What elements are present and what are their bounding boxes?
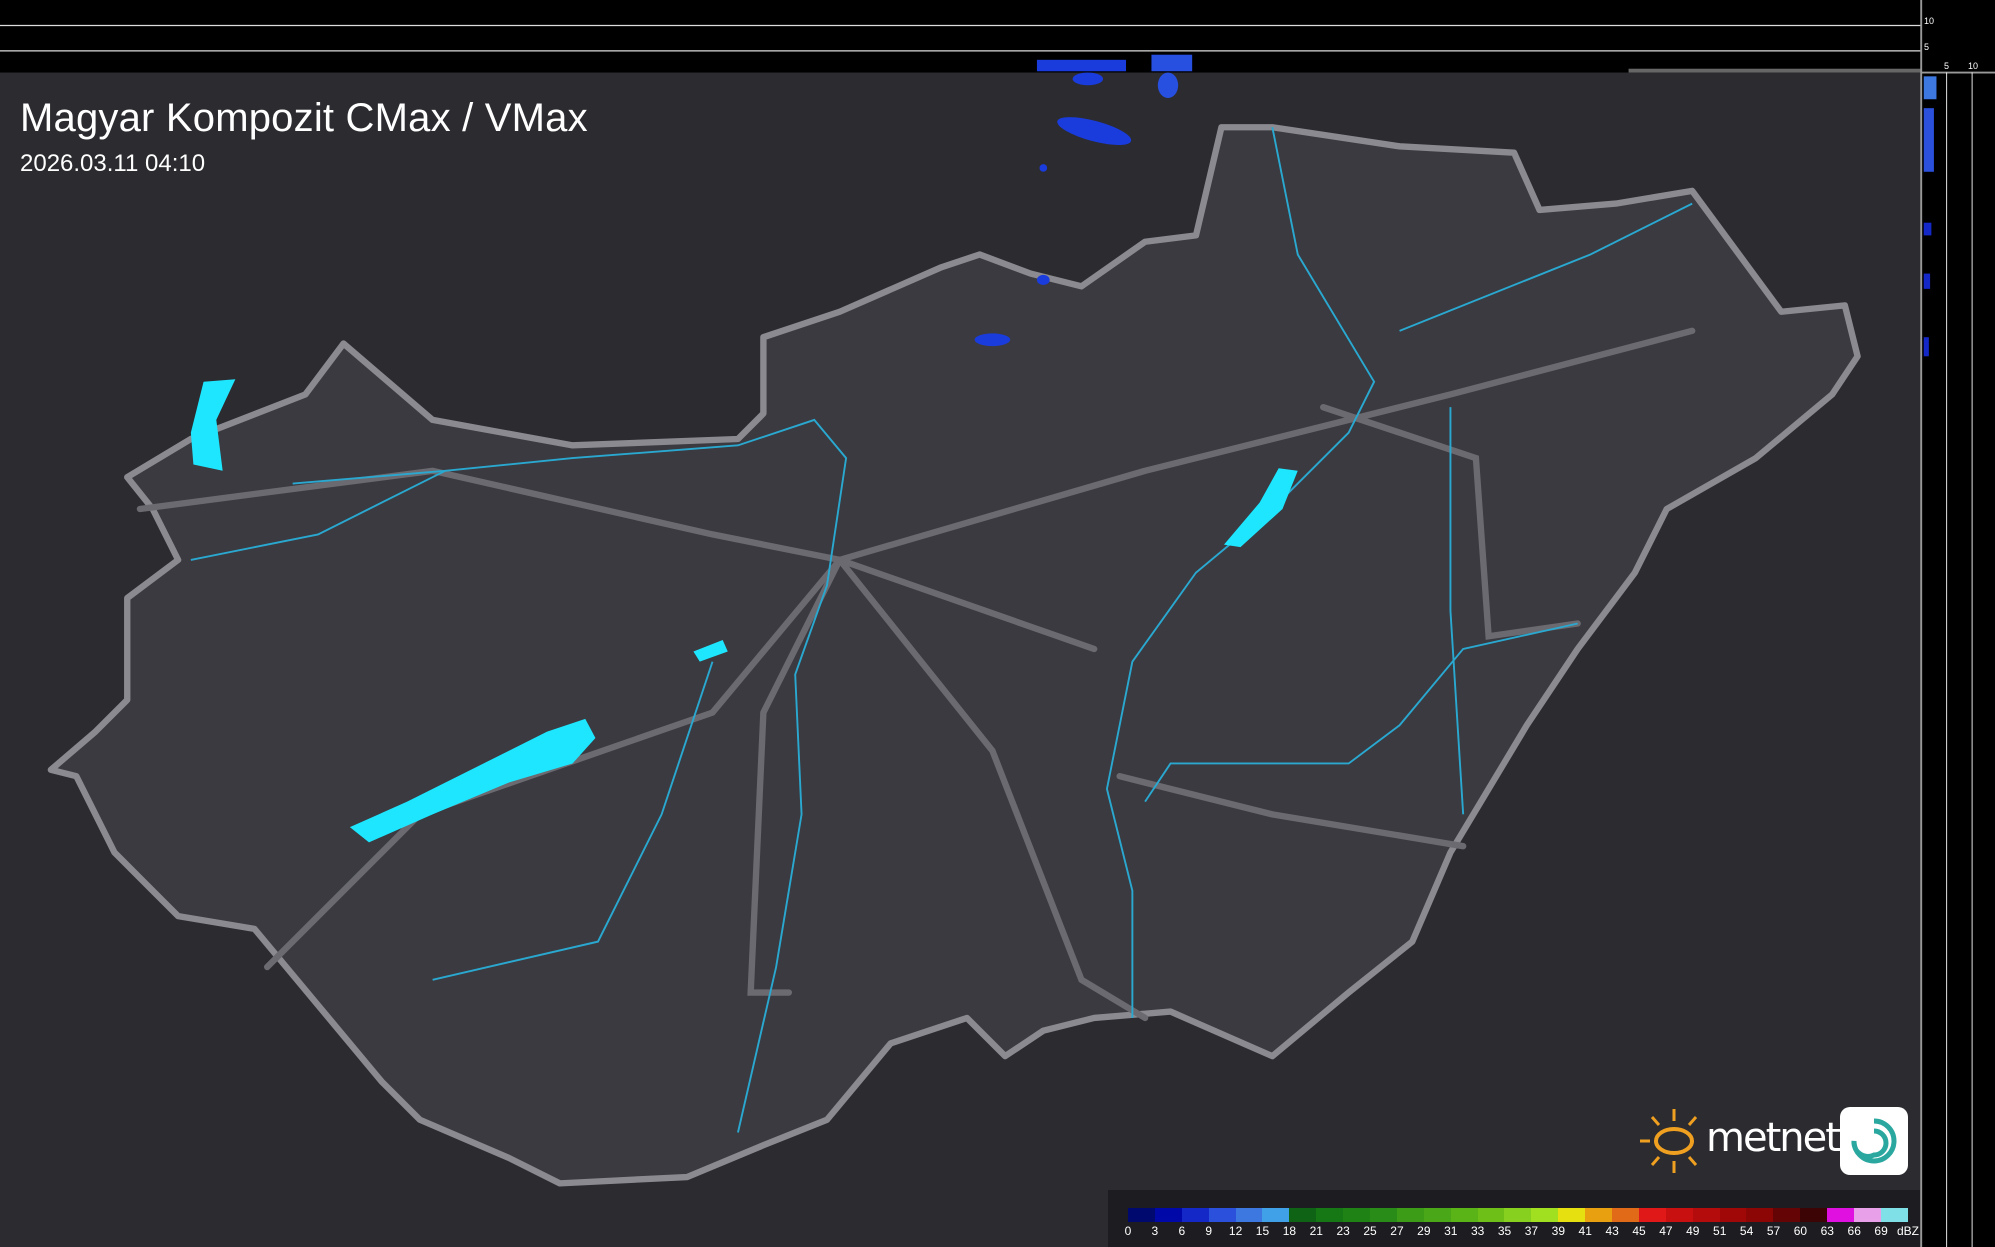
legend-swatch [1746,1208,1774,1222]
legend-swatch [1665,1208,1693,1222]
top-axis-tick: 10 [1924,16,1935,26]
right-profile-echo [1923,76,1937,100]
legend-swatch [1880,1208,1908,1222]
legend-tick-label: 41 [1578,1224,1592,1238]
legend-swatch [1827,1208,1855,1222]
legend-tick-label: 25 [1363,1224,1377,1238]
legend-swatch [1692,1208,1720,1222]
legend-tick-label: 23 [1336,1224,1350,1238]
legend-swatch [1800,1208,1828,1222]
legend-swatch [1773,1208,1801,1222]
legend-swatch [1370,1208,1397,1222]
legend-tick-label: 47 [1659,1224,1673,1238]
hungary-border [47,124,1861,1187]
map-timestamp: 2026.03.11 04:10 [20,150,206,177]
legend-swatch [1558,1208,1586,1222]
legend-tick-label: 15 [1255,1224,1270,1238]
legend-color-bar [1128,1208,1908,1222]
legend-swatch [1504,1208,1532,1222]
lake-tisza [1223,468,1298,548]
legend-tick-label: 43 [1605,1224,1619,1238]
lakes [190,379,1298,843]
legend-swatch [1316,1208,1344,1222]
legend-tick-label: 3 [1151,1224,1159,1238]
legend-swatch [1612,1208,1639,1222]
right-profile-echo [1923,222,1932,236]
logo-text: metnet [1706,1115,1841,1161]
right-profile-panel [1920,0,1995,1247]
legend-tick-label: 21 [1309,1224,1323,1238]
top-profile-echo [1151,54,1193,72]
lake-velence [693,640,728,662]
legend-tick-label: 45 [1632,1224,1646,1238]
legend-tick-label: 37 [1524,1224,1539,1238]
radar-echoes [974,72,1179,347]
legend-swatch [1477,1208,1505,1222]
legend-tick-label: 69 [1874,1224,1888,1238]
legend-tick-label: 39 [1551,1224,1566,1238]
legend-swatch [1396,1208,1424,1222]
legend-swatch [1854,1208,1881,1222]
legend-tick-label: 9 [1205,1224,1213,1238]
lake-neusiedl [190,379,236,471]
legend-swatch [1423,1208,1451,1222]
dbz-color-legend: 0 3 6 9 12 15 18 21 23 25 27 29 31 33 35 37 39 41 43 45 47 49… [1108,1190,1920,1247]
swirl-icon [1840,1107,1908,1175]
legend-tick-label: 49 [1686,1224,1700,1238]
legend-tick-label: 63 [1820,1224,1834,1238]
top-axis-tick: 5 [1924,42,1930,52]
legend-swatch [1343,1208,1371,1222]
legend-tick-label: 0 [1124,1224,1132,1238]
legend-tick-label: 31 [1444,1224,1458,1238]
right-profile-echo [1923,337,1929,357]
metnet-logo: metnet [1636,1105,1908,1177]
sun-icon [1640,1109,1698,1173]
right-axis-tick: 10 [1968,61,1979,71]
right-profile-echo [1923,273,1931,289]
legend-swatch [1262,1208,1290,1222]
lake-balaton [349,718,596,843]
top-profile-echo [1036,59,1127,72]
legend-tick-label: 51 [1713,1224,1727,1238]
legend-labels: 0 3 6 9 12 15 18 21 23 25 27 29 31 33 35 37 39 41 43 45 47 49… [1124,1224,1938,1240]
legend-swatch [1585,1208,1613,1222]
legend-swatch [1128,1208,1155,1222]
legend-unit: dBZ [1896,1224,1920,1238]
legend-tick-label: 12 [1228,1224,1243,1238]
legend-tick-label: 18 [1282,1224,1297,1238]
legend-tick-label: 57 [1766,1224,1781,1238]
legend-swatch [1719,1208,1747,1222]
legend-swatch [1208,1208,1236,1222]
top-profile-panel [0,24,1922,73]
legend-tick-label: 35 [1497,1224,1512,1238]
right-profile-echo [1923,108,1934,172]
legend-swatch [1181,1208,1209,1222]
legend-tick-label: 54 [1739,1224,1754,1238]
legend-tick-label: 29 [1417,1224,1431,1238]
rivers [190,127,1693,1133]
legend-tick-label: 27 [1390,1224,1404,1238]
legend-swatch [1235,1208,1263,1222]
map-title: Magyar Kompozit CMax / VMax [20,96,588,140]
legend-swatch [1638,1208,1666,1222]
legend-tick-label: 66 [1847,1224,1861,1238]
legend-swatch [1531,1208,1559,1222]
legend-tick-label: 33 [1470,1224,1485,1238]
legend-tick-label: 60 [1793,1224,1808,1238]
legend-swatch [1450,1208,1478,1222]
right-axis-tick: 5 [1944,61,1950,71]
legend-swatch [1289,1208,1317,1222]
legend-tick-label: 6 [1178,1224,1186,1238]
legend-swatch [1154,1208,1182,1222]
